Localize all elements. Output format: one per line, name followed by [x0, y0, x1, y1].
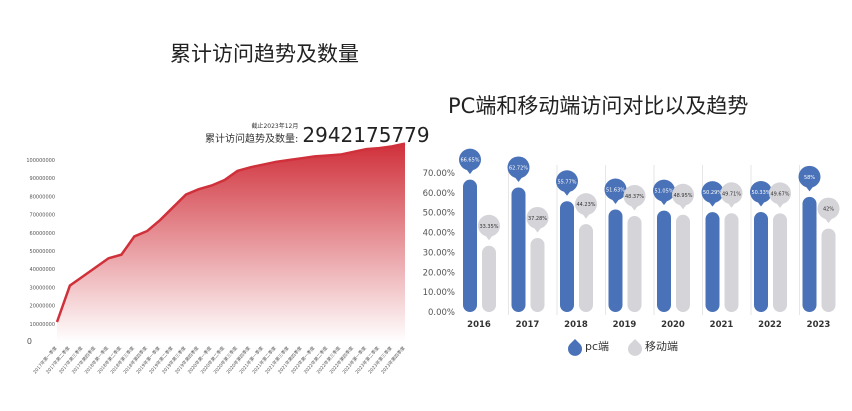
- y-tick-label: 60000000: [30, 231, 55, 237]
- x-tick-label: 2019: [613, 320, 637, 330]
- y-tick-label: 30000000: [30, 285, 55, 291]
- y-tick-label: 20000000: [30, 304, 55, 310]
- data-label: 51.63%: [606, 187, 625, 193]
- legend-mobile-icon: [628, 339, 642, 356]
- y-tick-label: 20.00%: [423, 268, 455, 278]
- y-tick-label: 50.00%: [423, 209, 455, 219]
- x-tick-label: 2018: [564, 320, 588, 330]
- y-tick-label: 90000000: [30, 176, 55, 182]
- y-tick-label: 100000000: [26, 158, 55, 164]
- bar-pc: [608, 209, 623, 312]
- data-label-pin: [720, 182, 743, 208]
- y-tick-label: 0: [27, 337, 32, 346]
- cumulative-annotation: 截止2023年12月累计访问趋势及数量: 2942175779: [205, 121, 430, 145]
- bar-mobile: [530, 237, 545, 312]
- data-label: 48.95%: [673, 193, 692, 199]
- data-label-pin: [459, 148, 481, 175]
- data-label-pin: [478, 214, 500, 241]
- cumulative-label: 累计访问趋势及数量:: [205, 134, 299, 145]
- data-label: 37.28%: [528, 216, 547, 222]
- x-tick-label: 2023: [807, 320, 831, 330]
- bar-pc: [463, 179, 477, 312]
- data-label: 51.05%: [654, 189, 673, 195]
- data-label-pin: [750, 181, 772, 207]
- data-label: 48.37%: [625, 194, 644, 200]
- data-label: 55.77%: [557, 179, 576, 185]
- y-tick-label: 40000000: [30, 267, 55, 273]
- bar-mobile: [627, 215, 642, 312]
- bar-mobile: [482, 245, 496, 312]
- data-label: 50.33%: [751, 190, 770, 196]
- cumulative-value: 2942175779: [302, 123, 430, 147]
- data-label: 49.71%: [722, 191, 741, 197]
- x-tick-label: 2020: [661, 320, 685, 330]
- bar-pc: [560, 201, 574, 312]
- data-label: 66.65%: [460, 158, 479, 164]
- data-label-pin: [701, 181, 724, 207]
- y-tick-label: 10.00%: [423, 288, 455, 298]
- bar-pc: [511, 187, 526, 312]
- area-chart-title: 累计访问趋势及数量: [170, 42, 359, 66]
- y-tick-label: 0.00%: [428, 308, 455, 318]
- y-tick-label: 50000000: [30, 249, 55, 255]
- data-label: 33.35%: [479, 224, 498, 230]
- bar-pc: [657, 210, 671, 312]
- bar-mobile: [579, 224, 593, 312]
- area-fill: [57, 143, 405, 342]
- bar-mobile: [821, 228, 836, 312]
- data-label-pin: [798, 165, 821, 192]
- data-label-pin: [672, 183, 694, 210]
- y-tick-label: 70000000: [30, 213, 55, 219]
- area-line: [55, 142, 406, 323]
- bar-mobile: [676, 214, 690, 312]
- data-label: 50.29%: [703, 190, 722, 196]
- x-tick-label: 2022: [758, 320, 782, 330]
- bar-chart-title: PC端和移动端访问对比以及趋势: [448, 94, 749, 118]
- data-label-pin: [507, 156, 530, 182]
- x-tick-label: 2021: [710, 320, 734, 330]
- x-tick-label: 2017年第一季度: [31, 344, 59, 375]
- data-label: 49.67%: [770, 191, 789, 197]
- data-label-pin: [769, 182, 791, 208]
- bar-mobile: [724, 213, 739, 312]
- data-label: 44.23%: [576, 202, 595, 208]
- bar-pc: [705, 212, 720, 312]
- legend-label: pc端: [585, 340, 609, 353]
- y-tick-label: 40.00%: [423, 229, 455, 239]
- data-label-pin: [575, 193, 597, 219]
- data-label: 62.72%: [509, 165, 528, 171]
- data-label-pin: [556, 170, 578, 196]
- data-label-pin: [817, 197, 840, 224]
- bar-pc: [802, 196, 817, 312]
- x-tick-label: 2017: [516, 320, 540, 330]
- data-label-pin: [526, 206, 549, 233]
- y-tick-label: 30.00%: [423, 248, 455, 258]
- bar-mobile: [773, 213, 787, 312]
- data-label: 42%: [823, 207, 834, 213]
- data-label-pin: [623, 184, 646, 211]
- y-tick-label: 70.00%: [423, 169, 455, 179]
- x-tick-label: 2016: [467, 320, 491, 330]
- legend-label: 移动端: [645, 340, 678, 353]
- y-tick-label: 60.00%: [423, 189, 455, 199]
- bar-pc: [754, 212, 768, 312]
- y-tick-label: 80000000: [30, 194, 55, 200]
- legend-pc-icon: [568, 339, 582, 356]
- data-label: 58%: [804, 175, 815, 181]
- data-label-pin: [653, 179, 675, 206]
- y-tick-label: 10000000: [30, 322, 55, 328]
- data-label-pin: [604, 178, 627, 204]
- cutoff-date: 截止2023年12月: [251, 123, 299, 130]
